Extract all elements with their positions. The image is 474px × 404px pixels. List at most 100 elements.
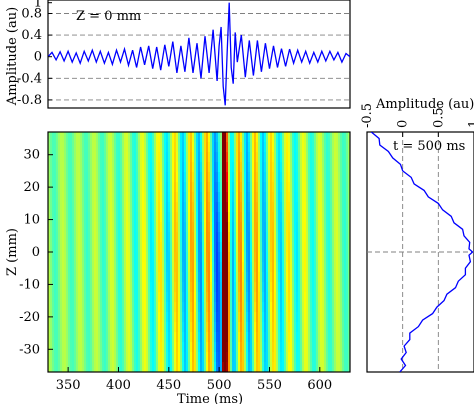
heatmap-cell [186, 242, 189, 253]
heatmap-cell [58, 302, 61, 313]
heatmap-cell [168, 132, 171, 143]
heatmap-cell [300, 182, 303, 193]
heatmap-cell [124, 302, 127, 313]
heatmap-cell [314, 142, 317, 153]
heatmap-cell [260, 202, 263, 213]
heatmap-cell [174, 142, 177, 153]
heatmap-cell [88, 182, 91, 193]
heatmap-cell [336, 352, 339, 363]
heatmap-cell [342, 272, 345, 283]
heatmap-y-tick-label: 30 [23, 148, 40, 163]
heatmap-cell [200, 342, 203, 353]
heatmap-cell [196, 212, 199, 223]
heatmap-cell [260, 312, 263, 323]
heatmap-cell [284, 152, 287, 163]
heatmap-cell [230, 262, 233, 273]
heatmap-cell [288, 282, 291, 293]
heatmap-cell [168, 232, 171, 243]
heatmap-cell [196, 272, 199, 283]
heatmap-cell [288, 152, 291, 163]
heatmap-cell [64, 132, 67, 143]
heatmap-cell [252, 252, 255, 263]
heatmap-cell [192, 222, 195, 233]
heatmap-cell [106, 342, 109, 353]
heatmap-cell [272, 142, 275, 153]
heatmap-cell [72, 312, 75, 323]
heatmap-cell [56, 172, 59, 183]
heatmap-cell [216, 152, 219, 163]
heatmap-cell [108, 352, 111, 363]
heatmap-cell [122, 202, 125, 213]
heatmap-cell [256, 302, 259, 313]
heatmap-cell [224, 232, 227, 243]
heatmap-cell [232, 162, 235, 173]
heatmap-cell [342, 222, 345, 233]
heatmap-cell [180, 262, 183, 273]
heatmap-cell [280, 192, 283, 203]
heatmap-cell [164, 202, 167, 213]
heatmap-cell [268, 352, 271, 363]
heatmap-cell [138, 152, 141, 163]
heatmap-cell [72, 242, 75, 253]
heatmap-cell [308, 332, 311, 343]
heatmap-cell [158, 242, 161, 253]
heatmap-cell [126, 302, 129, 313]
heatmap-cell [88, 292, 91, 303]
heatmap-cell [256, 222, 259, 233]
heatmap-cell [186, 202, 189, 213]
heatmap-cell [68, 332, 71, 343]
heatmap-cell [222, 322, 225, 333]
heatmap-cell [202, 162, 205, 173]
heatmap-cell [88, 172, 91, 183]
heatmap-cell [258, 232, 261, 243]
heatmap-cell [168, 212, 171, 223]
heatmap-cell [344, 232, 347, 243]
heatmap-cell [70, 322, 73, 333]
heatmap-cell [114, 302, 117, 313]
heatmap-cell [96, 142, 99, 153]
heatmap-cell [276, 252, 279, 263]
heatmap-cell [78, 292, 81, 303]
heatmap-cell [124, 212, 127, 223]
heatmap-cell [132, 172, 135, 183]
heatmap-cell [348, 252, 351, 263]
heatmap-cell [202, 252, 205, 263]
heatmap-cell [110, 332, 113, 343]
heatmap-cell [66, 272, 69, 283]
heatmap-cell [156, 132, 159, 143]
heatmap-cell [62, 222, 65, 233]
heatmap-cell [312, 262, 315, 273]
heatmap-cell [112, 362, 115, 373]
heatmap-cell [108, 282, 111, 293]
heatmap-cell [86, 182, 89, 193]
heatmap-cell [326, 142, 329, 153]
heatmap-cell [312, 292, 315, 303]
heatmap-cell [90, 262, 93, 273]
heatmap-cell [166, 262, 169, 273]
heatmap-cell [234, 262, 237, 273]
heatmap-cell [126, 242, 129, 253]
heatmap-cell [212, 362, 215, 373]
heatmap-cell [310, 222, 313, 233]
heatmap-cell [80, 342, 83, 353]
heatmap-cell [326, 132, 329, 143]
heatmap-cell [224, 222, 227, 233]
heatmap-cell [100, 212, 103, 223]
heatmap-cell [154, 272, 157, 283]
heatmap-cell [292, 362, 295, 373]
heatmap-cell [142, 162, 145, 173]
heatmap-cell [66, 352, 69, 363]
heatmap-cell [288, 132, 291, 143]
heatmap-cell [348, 342, 351, 353]
heatmap-cell [222, 282, 225, 293]
heatmap-cell [52, 292, 55, 303]
heatmap-cell [70, 352, 73, 363]
heatmap-cell [70, 202, 73, 213]
heatmap-cell [256, 262, 259, 273]
heatmap-cell [130, 292, 133, 303]
heatmap-cell [110, 342, 113, 353]
heatmap-cell [210, 142, 213, 153]
heatmap-cell [86, 312, 89, 323]
heatmap-cell [184, 262, 187, 273]
heatmap-cell [140, 252, 143, 263]
